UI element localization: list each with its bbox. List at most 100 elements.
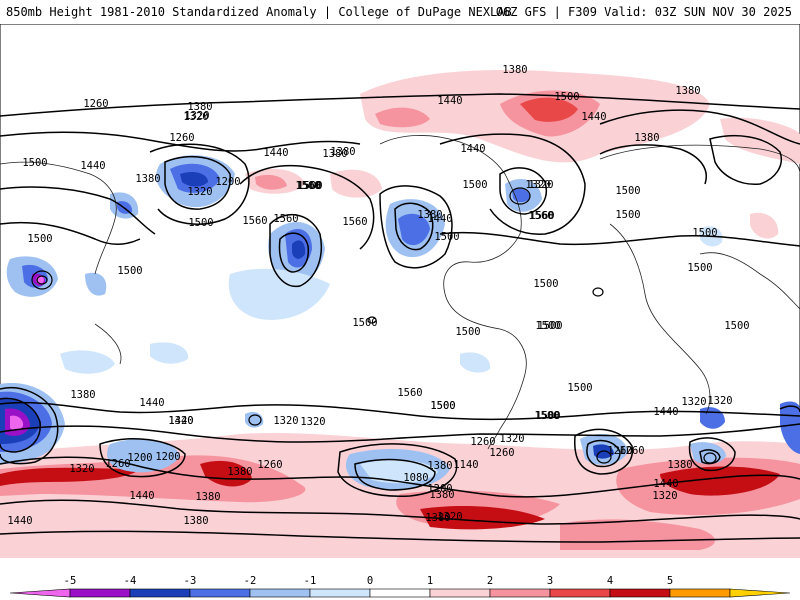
colorbar-tick-label: 0 (367, 575, 373, 587)
contour-label: 1320 (69, 463, 94, 475)
contour-label: 1440 (7, 515, 32, 527)
contour-label: 1500 (434, 231, 459, 243)
anomaly-patch-negative (107, 438, 180, 473)
contour-label: 1440 (460, 143, 485, 155)
colorbar-swatch (189, 588, 251, 598)
contour-label: 1500 (117, 265, 142, 277)
colorbar-swatch (429, 588, 491, 598)
anomaly-patch-negative (360, 459, 438, 484)
contour-label: 1380 (135, 173, 160, 185)
contour-label: 1380 (667, 459, 692, 471)
contour-label: 1380 (417, 209, 442, 221)
contour-label: 1500 (27, 233, 52, 245)
map-title: 850mb Height 1981-2010 Standardized Anom… (6, 5, 512, 19)
colorbar-swatches (9, 588, 791, 598)
contour-label: 1500 (462, 179, 487, 191)
contour-label: 1440 (80, 160, 105, 172)
contour-label: 1500 (534, 410, 559, 422)
colorbar-swatch (489, 588, 551, 598)
contour-label: 1560 (242, 215, 267, 227)
contour-label: 1500 (295, 180, 320, 192)
colorbar-swatch (309, 588, 371, 598)
contour-label: 1320 (525, 179, 550, 191)
contour-labels: 1260 1380 1320 1380 1380 1440 1500 1560 1380 1560… (7, 64, 749, 527)
anomaly-patch-positive (660, 466, 780, 496)
colorbar-tick-label: -4 (124, 575, 137, 587)
anomaly-patch-negative (180, 171, 208, 187)
contour-label: 1440 (139, 397, 164, 409)
anomaly-patch-positive (255, 174, 287, 190)
contour-label: 1500 (687, 262, 712, 274)
anomaly-patch-positive (750, 212, 779, 239)
contour-label: 1320 (437, 511, 462, 523)
anomaly-patch-negative (228, 268, 330, 320)
colorbar-swatch (69, 588, 131, 598)
contour-label: 1200 (215, 176, 240, 188)
colorbar-swatch (369, 588, 431, 598)
colorbar-tick-label: -3 (184, 575, 197, 587)
anomaly-patch-positive (200, 460, 252, 487)
anomaly-patch-positive (375, 107, 430, 128)
contour-label: 1260 (257, 459, 282, 471)
contour-label: 1260 (105, 458, 130, 470)
colorbar-swatch (669, 588, 731, 598)
contour-label: 1200 (155, 451, 180, 463)
contour-label: 1380 (427, 460, 452, 472)
colorbar-swatch (9, 588, 71, 598)
colorbar-swatch (609, 588, 671, 598)
header-bar: 850mb Height 1981-2010 Standardized Anom… (0, 0, 800, 22)
contour-label: 1440 (129, 490, 154, 502)
contour-label: 1440 (263, 147, 288, 159)
contour-label: 1500 (692, 227, 717, 239)
contour-label: 1320 (652, 490, 677, 502)
contour-label: 1440 (437, 95, 462, 107)
contour-label: 1500 (430, 400, 455, 412)
height-contours (0, 93, 800, 543)
contour-label: 1500 (537, 320, 562, 332)
contour-label: 1260 (607, 445, 632, 457)
colorbar-swatch (249, 588, 311, 598)
colorbar-ticks: -5 -4 -3 -2 -1 0 1 2 3 4 5 (64, 575, 673, 587)
contour-label: 1260 (83, 98, 108, 110)
colorbar: -5 -4 -3 -2 -1 0 1 2 3 4 5 (9, 575, 791, 598)
anomaly-map: 1260 1380 1320 1380 1380 1440 1500 1560 1380 1560… (0, 24, 800, 558)
contour-label: 1140 (453, 459, 478, 471)
contour-label: 1560 (528, 210, 553, 222)
contour-label: 1320 (184, 110, 209, 122)
anomaly-patch-positive (0, 467, 140, 486)
colorbar-swatch (729, 588, 791, 598)
anomaly-patch-negative (60, 350, 115, 374)
contour-label: 1500 (567, 382, 592, 394)
contour-label: 1500 (352, 317, 377, 329)
contour-label: 1500 (554, 91, 579, 103)
contour-label: 1380 (70, 389, 95, 401)
contour-label: 1560 (397, 387, 422, 399)
contour-label: 1380 (675, 85, 700, 97)
contour-label: 1380 (634, 132, 659, 144)
minor-contours (31, 187, 717, 464)
contour-label: 1500 (615, 185, 640, 197)
contour-label: 1380 (227, 466, 252, 478)
contour-label: 1500 (535, 410, 560, 422)
colorbar-tick-label: 1 (427, 575, 433, 587)
contour-label: 1320 (187, 186, 212, 198)
contour-label: 1500 (430, 400, 455, 412)
contour-label: 1380 (330, 146, 355, 158)
anomaly-patch-negative (85, 272, 107, 296)
contour-label: 1260 (470, 436, 495, 448)
contour-label: 1200 (427, 483, 452, 495)
colorbar-tick-label: -1 (304, 575, 317, 587)
colorbar-swatch (549, 588, 611, 598)
contour-label: 1320 (681, 396, 706, 408)
contour-label: 1500 (22, 157, 47, 169)
colorbar-tick-label: 3 (547, 575, 553, 587)
contour-label: 1560 (529, 210, 554, 222)
contour-label: 1080 (403, 472, 428, 484)
contour-label: 1500 (535, 320, 560, 332)
contour-label: 1200 (127, 452, 152, 464)
anomaly-shading (0, 70, 800, 558)
contour-label: 1320 (300, 416, 325, 428)
anomaly-patch-positive (520, 97, 578, 122)
contour-label: 1380 (502, 64, 527, 76)
contour-label: 1320 (528, 179, 553, 191)
